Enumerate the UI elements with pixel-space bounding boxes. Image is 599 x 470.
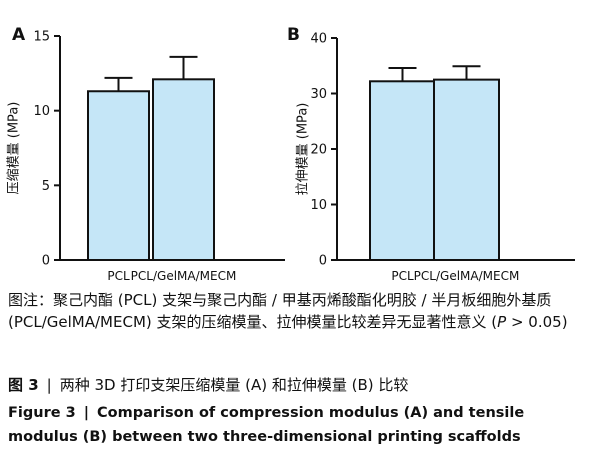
panel-b-y-tick-label: 40 <box>310 32 327 47</box>
panel-a-category-label: PCL/GelMA/MECM <box>131 269 237 283</box>
caption-cn-text: 两种 3D 打印支架压缩模量 (A) 和拉伸模量 (B) 比较 <box>59 376 409 394</box>
caption-cn-label: 图 3 <box>8 376 39 394</box>
note-p-symbol: P <box>497 313 507 331</box>
panel-a-y-axis-label: 压缩模量 (MPa) <box>6 102 22 195</box>
panel-b-y-tick-label: 10 <box>310 198 327 213</box>
panel-a-category-label: PCL <box>107 269 130 283</box>
note-prefix: 图注： <box>8 291 54 309</box>
note-text: 聚己内酯 (PCL) 支架与聚己内酯 / 甲基丙烯酸酯化明胶 / 半月板细胞外基… <box>8 291 552 331</box>
panel-a-y-tick-label: 5 <box>42 179 50 194</box>
panel-a-y-tick-label: 15 <box>33 30 50 45</box>
panel-a-bar <box>87 90 150 262</box>
figure-note: 图注：聚己内酯 (PCL) 支架与聚己内酯 / 甲基丙烯酸酯化明胶 / 半月板细… <box>8 289 596 333</box>
panel-b-y-tick-label: 30 <box>310 87 327 102</box>
caption-en-label: Figure 3 <box>8 405 76 421</box>
panel-b-bar <box>433 78 500 261</box>
panel-b-letter: B <box>287 25 300 45</box>
panel-b-bar <box>369 80 436 262</box>
panel-a-y-tick-label: 10 <box>33 104 50 119</box>
caption-en-text: Comparison of compression modulus (A) an… <box>8 405 525 445</box>
caption-en-separator: | <box>83 405 89 421</box>
figure-caption-cn: 图 3 | 两种 3D 打印支架压缩模量 (A) 和拉伸模量 (B) 比较 <box>8 374 596 396</box>
note-tail: > 0.05) <box>506 313 568 331</box>
panel-a-letter: A <box>12 25 26 45</box>
figure-caption-en: Figure 3 | Comparison of compression modul… <box>8 401 596 449</box>
panel-b-category-label: PCL/GelMA/MECM <box>414 269 520 283</box>
panel-a-bar <box>152 78 215 261</box>
panel-b-y-tick-label: 20 <box>310 143 327 158</box>
caption-cn-separator: | <box>46 376 52 394</box>
panel-a-y-tick-label: 0 <box>42 254 50 269</box>
panel-b-category-label: PCL <box>391 269 414 283</box>
panel-b-y-tick-label: 0 <box>319 254 327 269</box>
panel-b-y-axis-label: 拉伸模量 (MPa) <box>296 103 311 196</box>
